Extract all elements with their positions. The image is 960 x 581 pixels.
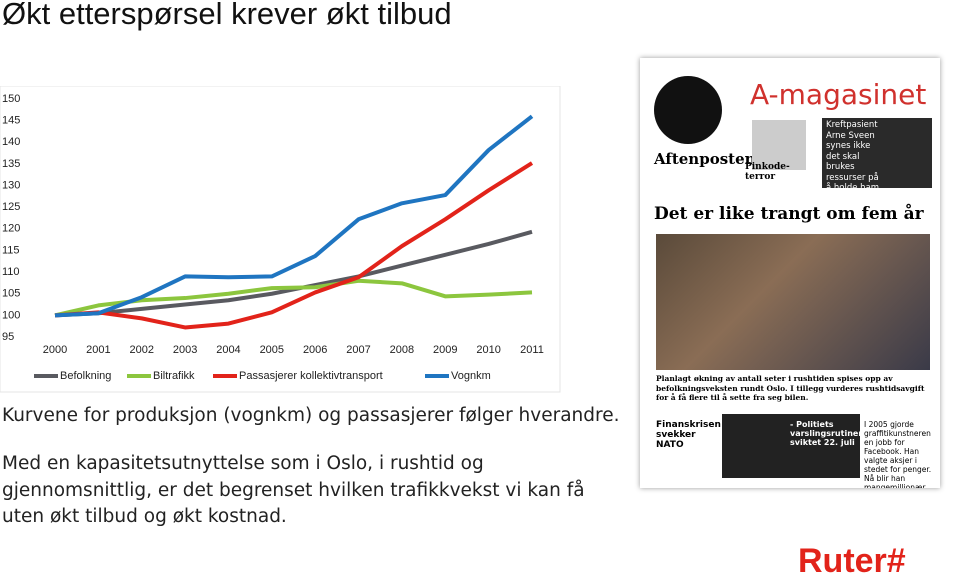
y-tick-label: 135 bbox=[2, 158, 20, 170]
x-tick-label: 2005 bbox=[260, 344, 284, 356]
caption: Planlagt økning av antall seter i rushti… bbox=[656, 374, 925, 402]
y-tick-label: 130 bbox=[2, 179, 20, 191]
y-tick-label: 140 bbox=[2, 136, 20, 148]
main-photo bbox=[656, 234, 930, 370]
newspaper: Aftenposten A-magasinet Pinkode-terror K… bbox=[640, 58, 940, 488]
story: - Politiets varslingsrutiner sviktet 22.… bbox=[790, 420, 863, 447]
x-tick-label: 2010 bbox=[476, 344, 500, 356]
y-tick-label: 110 bbox=[2, 266, 20, 278]
series-line bbox=[54, 161, 534, 330]
y-tick-label: 125 bbox=[2, 201, 20, 213]
x-tick-label: 2003 bbox=[173, 344, 197, 356]
x-tick-label: 2001 bbox=[86, 344, 110, 356]
x-tick-label: 2004 bbox=[216, 344, 240, 356]
legend-label: Befolkning bbox=[60, 370, 111, 382]
story: Finanskrisen svekker NATO bbox=[656, 420, 721, 450]
plot-frame bbox=[0, 86, 561, 393]
magazine-box bbox=[822, 118, 932, 188]
story-photo bbox=[722, 414, 860, 478]
y-tick-label: 105 bbox=[2, 288, 20, 300]
x-tick-label: 2000 bbox=[43, 344, 67, 356]
x-tick-label: 2011 bbox=[520, 344, 544, 356]
magazine: A-magasinet bbox=[750, 78, 927, 111]
y-tick-label: 120 bbox=[2, 223, 20, 235]
x-tick-label: 2009 bbox=[433, 344, 457, 356]
y-tick-label: 115 bbox=[2, 244, 20, 256]
y-tick-label: 95 bbox=[2, 331, 14, 343]
headline: Det er like trangt om fem år bbox=[654, 204, 924, 224]
legend-label: Biltrafikk bbox=[153, 370, 195, 382]
photo bbox=[752, 120, 806, 170]
slide-title: Økt etterspørsel krever økt tilbud bbox=[2, 0, 452, 31]
logo: Ruter# bbox=[798, 542, 906, 580]
legend-label: Vognkm bbox=[451, 370, 491, 382]
y-tick-label: 150 bbox=[2, 93, 20, 105]
series-line bbox=[54, 114, 534, 318]
y-tick-label: 100 bbox=[2, 309, 20, 321]
side-story: Pinkode-terror bbox=[745, 162, 790, 182]
lead-text: Kurvene for produksjon (vognkm) og passa… bbox=[2, 405, 620, 426]
x-tick-label: 2007 bbox=[346, 344, 370, 356]
y-tick-label: 145 bbox=[2, 115, 20, 127]
x-tick-label: 2006 bbox=[303, 344, 327, 356]
body-text: Med en kapasitetsutnyttelse som i Oslo, … bbox=[2, 453, 585, 527]
legend-label: Passasjerer kollektivtransport bbox=[239, 370, 383, 382]
logo-circle bbox=[654, 76, 722, 144]
x-tick-label: 2002 bbox=[129, 344, 153, 356]
x-tick-label: 2008 bbox=[390, 344, 414, 356]
masthead: Aftenposten bbox=[654, 150, 756, 168]
chart: 95 100 105 110 115 120 125 130 135 140 145 150 2000 2… bbox=[0, 86, 561, 393]
teaser: Kreftpasient Arne Sveen synes ikke det s… bbox=[826, 120, 880, 204]
story: I 2005 gjorde graffitikunstneren en jobb… bbox=[864, 420, 932, 488]
